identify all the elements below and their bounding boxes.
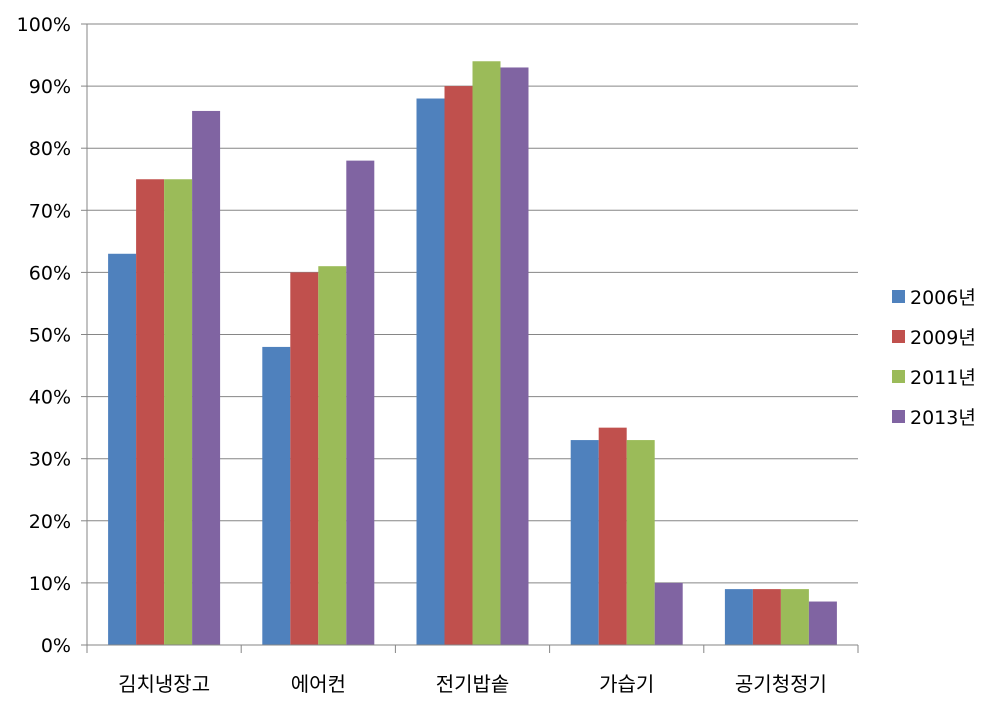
- bar-김치냉장고-2013년: [192, 110, 221, 645]
- x-tick-label: 전기밥솥: [436, 672, 510, 696]
- x-tick-label: 공기청정기: [735, 672, 827, 696]
- legend-label: 2011년: [910, 367, 976, 389]
- y-tick-label: 0%: [41, 635, 71, 657]
- bar-김치냉장고-2009년: [136, 179, 165, 645]
- bar-가습기-2009년: [598, 427, 627, 645]
- bar-공기청정기-2013년: [808, 601, 837, 645]
- bar-전기밥솥-2011년: [472, 61, 501, 645]
- x-tick-label: 가습기: [599, 672, 654, 696]
- y-tick-label: 60%: [29, 262, 71, 284]
- legend-label: 2009년: [910, 327, 976, 349]
- y-tick-label: 30%: [29, 449, 71, 471]
- y-tick-label: 90%: [29, 76, 71, 98]
- y-tick-label: 100%: [17, 14, 71, 36]
- y-tick-labels: 0% 10% 20% 30% 40% 50% 60% 70% 80% 90% 100%: [17, 14, 71, 657]
- legend-swatch-2009년: [892, 330, 905, 343]
- bar-전기밥솥-2013년: [500, 67, 529, 646]
- bar-가습기-2013년: [654, 582, 683, 645]
- bar-공기청정기-2006년: [724, 589, 753, 645]
- y-tick-label: 10%: [29, 573, 71, 595]
- axes: [81, 23, 859, 653]
- legend-swatch-2013년: [892, 410, 905, 423]
- bar-에어컨-2011년: [318, 266, 347, 645]
- bar-김치냉장고-2006년: [108, 253, 137, 645]
- y-tick-label: 70%: [29, 200, 71, 222]
- bar-에어컨-2013년: [346, 160, 375, 645]
- bar-에어컨-2006년: [262, 346, 291, 645]
- legend-swatch-2006년: [892, 290, 905, 303]
- bar-가습기-2011년: [626, 440, 655, 645]
- x-tick-label: 김치냉장고: [118, 672, 210, 696]
- x-tick-label: 에어컨: [291, 672, 346, 696]
- legend-swatch-2011년: [892, 370, 905, 383]
- bar-김치냉장고-2011년: [164, 179, 193, 645]
- bar-공기청정기-2009년: [752, 589, 781, 645]
- bars: [108, 61, 837, 646]
- bar-에어컨-2009년: [290, 272, 319, 645]
- legend: 2006년 2009년 2011년 2013년: [892, 287, 976, 429]
- bar-가습기-2006년: [570, 440, 599, 645]
- x-tick-labels: 김치냉장고 에어컨 전기밥솥 가습기 공기청정기: [118, 672, 827, 696]
- legend-label: 2006년: [910, 287, 976, 309]
- legend-label: 2013년: [910, 407, 976, 429]
- y-tick-label: 20%: [29, 511, 71, 533]
- bar-공기청정기-2011년: [780, 589, 809, 645]
- y-tick-label: 40%: [29, 387, 71, 409]
- bar-전기밥솥-2009년: [444, 86, 473, 646]
- bar-전기밥솥-2006년: [416, 98, 445, 645]
- y-tick-label: 80%: [29, 138, 71, 160]
- y-tick-label: 50%: [29, 325, 71, 347]
